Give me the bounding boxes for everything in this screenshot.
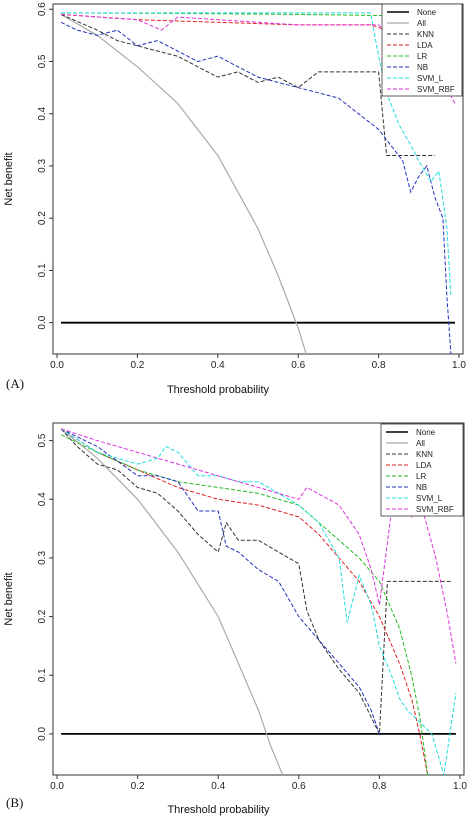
y-tick-label: 0.4 <box>37 492 48 506</box>
legend-label: None <box>416 428 436 437</box>
series-line-lr <box>60 434 429 775</box>
legend-box <box>381 3 463 97</box>
x-tick-label: 0.4 <box>211 360 225 371</box>
series-line-nb <box>60 21 452 354</box>
legend: None All KNN LDA LR NB SVM_L SVM_RBF <box>381 3 463 97</box>
legend-label: SVM_L <box>417 74 444 83</box>
legend-label: SVM_RBF <box>417 85 455 94</box>
y-tick-label: 0.2 <box>37 211 48 225</box>
legend-label: All <box>416 439 425 448</box>
legend-label: All <box>417 19 426 28</box>
y-tick-label: 0.1 <box>37 668 48 682</box>
y-tick-label: 0.0 <box>37 315 48 329</box>
legend-label: None <box>417 8 437 17</box>
legend-box <box>380 423 464 517</box>
y-tick-label: 0.5 <box>37 433 48 447</box>
legend-label: SVM_RBF <box>416 505 454 514</box>
y-tick-label: 0.5 <box>37 54 48 68</box>
legend-label: KNN <box>416 450 433 459</box>
series-group <box>60 12 456 354</box>
x-tick-label: 0.8 <box>372 360 386 371</box>
series-line-lda <box>60 13 420 47</box>
legend-label: LR <box>417 52 427 61</box>
plot-frame <box>52 3 464 355</box>
series-line-nb <box>60 428 380 735</box>
y-tick-label: 0.1 <box>37 263 48 277</box>
x-tick-label: 0.6 <box>291 360 305 371</box>
legend-label: LDA <box>417 41 433 50</box>
x-tick-label: 0.4 <box>211 781 225 792</box>
plot-frame <box>52 422 465 776</box>
series-line-lda <box>60 428 429 775</box>
y-tick-label: 0.4 <box>37 106 48 120</box>
series-line-knn <box>60 428 452 736</box>
legend-label: SVM_L <box>416 494 443 503</box>
series-line-knn <box>60 13 435 156</box>
series-line-svm-l <box>60 428 457 775</box>
y-tick-label: 0.3 <box>37 159 48 173</box>
chart-panel-1: 0.0 0.2 0.4 0.6 0.8 1.0 0.0 0.1 0.2 0.3 0.4 0.5 0.6 T… <box>3 2 466 396</box>
legend-label: KNN <box>417 30 434 39</box>
x-tick-label: 1.0 <box>453 781 467 792</box>
x-axis-label: Threshold probability <box>167 804 270 816</box>
series-line-all <box>60 13 307 354</box>
y-tick-label: 0.6 <box>37 2 48 16</box>
x-tick-label: 0.2 <box>130 360 144 371</box>
series-line-lr <box>60 12 419 18</box>
legend: None All KNN LDA LR NB SVM_L SVM_RBF <box>380 423 464 517</box>
y-tick-label: 0.2 <box>37 609 48 623</box>
y-tick-label: 0.0 <box>37 727 48 741</box>
legend-label: NB <box>416 483 427 492</box>
legend-label: NB <box>417 63 428 72</box>
x-tick-label: 0.2 <box>131 781 145 792</box>
panel-label: (B) <box>6 795 23 810</box>
y-axis-label: Net benefit <box>3 152 15 205</box>
y-axis-label: Net benefit <box>3 572 15 625</box>
series-line-svm-rbf <box>60 13 456 104</box>
x-tick-label: 0.0 <box>50 360 64 371</box>
x-tick-label: 0.0 <box>50 781 64 792</box>
x-tick-label: 0.6 <box>292 781 306 792</box>
y-tick-label: 0.3 <box>37 551 48 565</box>
legend-label: LDA <box>416 461 432 470</box>
series-line-all <box>60 428 284 775</box>
legend-label: LR <box>416 472 426 481</box>
series-line-svm-l <box>61 12 452 297</box>
x-tick-label: 1.0 <box>452 360 466 371</box>
chart-panel-2: 0.0 0.2 0.4 0.6 0.8 1.0 0.0 0.1 0.2 0.3 0.4 0.5 Thre… <box>3 422 467 816</box>
x-tick-label: 0.8 <box>372 781 386 792</box>
x-axis-label: Threshold probability <box>167 384 270 396</box>
panel-label: (A) <box>6 376 24 391</box>
